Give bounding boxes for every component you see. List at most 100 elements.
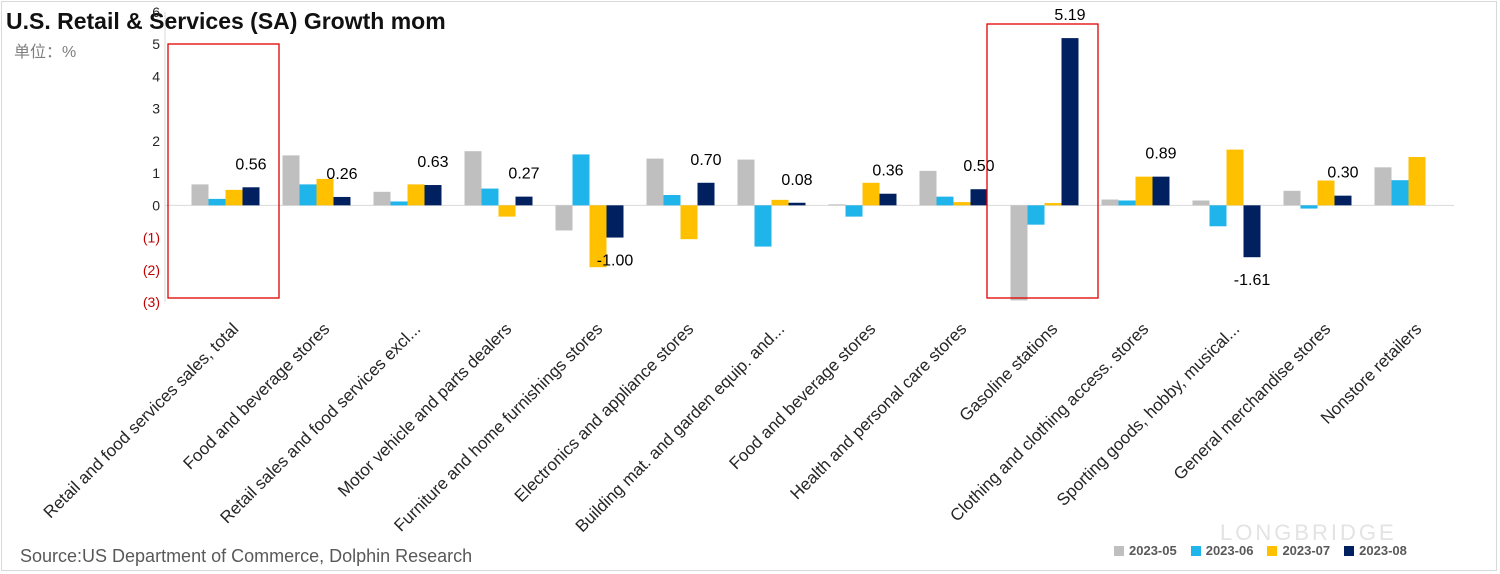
category-label: Furniture and home furnishings stores	[390, 319, 606, 535]
legend-swatch	[1190, 545, 1201, 556]
data-label: 5.19	[1054, 7, 1085, 24]
bar	[299, 184, 317, 206]
bar	[333, 196, 351, 206]
y-tick-label: 4	[152, 68, 160, 84]
legend-item: 2023-07	[1267, 543, 1330, 558]
category-label: Health and personal care stores	[786, 319, 970, 503]
bar	[464, 151, 482, 206]
bar	[390, 201, 408, 206]
bar	[606, 205, 624, 238]
axis-layer: 6 5 4 3 2 1 0 (1) (2) (3)	[143, 4, 1454, 310]
bar	[1243, 205, 1261, 258]
category-label: Electronics and appliance stores	[511, 319, 697, 505]
bar	[737, 159, 755, 206]
y-tick-label: 0	[152, 197, 160, 213]
bar	[828, 204, 846, 206]
chart-title: U.S. Retail & Services (SA) Growth mom	[6, 8, 446, 34]
y-tick-label: 5	[152, 36, 160, 52]
source-note: Source:US Department of Commerce, Dolphi…	[20, 546, 473, 566]
bar	[936, 196, 954, 206]
bar	[1391, 180, 1409, 206]
bar	[970, 189, 988, 206]
bar	[1209, 205, 1227, 227]
legend-item: 2023-08	[1344, 543, 1407, 558]
bar	[1044, 203, 1062, 206]
unit-label: 单位：%	[14, 44, 77, 61]
bar	[1334, 195, 1352, 206]
y-tick-label: 1	[152, 165, 160, 181]
bar	[282, 155, 300, 206]
bar	[879, 193, 897, 206]
bar	[225, 189, 243, 206]
legend-label: 2023-07	[1282, 543, 1331, 558]
category-label: Gasoline stations	[956, 319, 1062, 425]
bar	[316, 178, 334, 206]
category-label: Retail and food services sales, total	[40, 319, 243, 522]
y-tick-label: (1)	[143, 230, 160, 246]
category-label: Food and beverage stores	[180, 319, 334, 473]
bar	[1101, 199, 1119, 206]
bar	[208, 198, 226, 206]
bar	[1027, 205, 1045, 225]
bar	[788, 202, 806, 206]
bar	[953, 202, 971, 206]
bar	[1152, 176, 1170, 206]
bar	[646, 158, 664, 206]
bars-layer	[191, 38, 1426, 301]
bar	[1283, 190, 1301, 206]
legend-swatch	[1344, 545, 1355, 556]
bar	[407, 184, 425, 206]
data-label: 0.70	[690, 152, 721, 169]
bar	[680, 205, 698, 240]
bar	[754, 205, 772, 247]
bar	[572, 154, 590, 206]
bar	[589, 205, 607, 268]
category-label: Food and beverage stores	[726, 319, 880, 473]
data-label: 0.63	[417, 154, 448, 171]
bar	[697, 182, 715, 206]
bar	[242, 187, 260, 206]
legend-item: 2023-06	[1190, 543, 1254, 558]
bar	[771, 199, 789, 206]
bar	[1374, 167, 1392, 206]
bar	[1317, 180, 1335, 206]
bar	[1300, 205, 1318, 209]
category-labels-layer: Retail and food services sales, totalFoo…	[40, 319, 1426, 536]
highlight-boxes-layer	[167, 23, 1099, 299]
bar	[1135, 176, 1153, 206]
bar	[515, 196, 533, 206]
category-label: Clothing and clothing access. stores	[946, 319, 1152, 525]
bar	[481, 188, 499, 206]
legend-swatch	[1267, 545, 1278, 556]
bar	[191, 184, 209, 206]
data-label: 0.26	[326, 166, 357, 183]
bar	[845, 205, 863, 217]
bar	[1226, 149, 1244, 206]
data-label: 0.50	[963, 158, 994, 175]
legend-label: 2023-05	[1129, 543, 1177, 558]
legend-label: 2023-06	[1205, 543, 1254, 558]
legend-label: 2023-08	[1359, 543, 1407, 558]
data-labels-layer: 0.56 0.26 0.63 0.27 -1.00 0.70 0.08 0.36 0.50 5.1…	[235, 7, 1358, 289]
bar	[555, 205, 573, 231]
bar	[1192, 200, 1210, 206]
data-label: 0.89	[1145, 146, 1176, 163]
bar	[498, 205, 516, 217]
category-label: Sporting goods, hobby, musical...	[1053, 319, 1243, 509]
legend-swatch	[1114, 545, 1124, 556]
longbridge-watermark: LONGBRIDGE	[1220, 520, 1397, 545]
category-label: Retail sales and food services excl...	[216, 319, 424, 527]
bar	[424, 185, 442, 206]
bar	[1408, 157, 1426, 206]
bar	[1061, 38, 1079, 206]
data-label: 0.56	[235, 156, 266, 173]
y-tick-label: 2	[152, 133, 160, 149]
category-label: Nonstore retailers	[1317, 319, 1425, 427]
bar	[1118, 200, 1136, 206]
y-tick-label: (2)	[143, 262, 160, 278]
bar	[919, 170, 937, 206]
highlight-box	[986, 23, 1099, 299]
category-label: General merchandise stores	[1170, 319, 1334, 483]
